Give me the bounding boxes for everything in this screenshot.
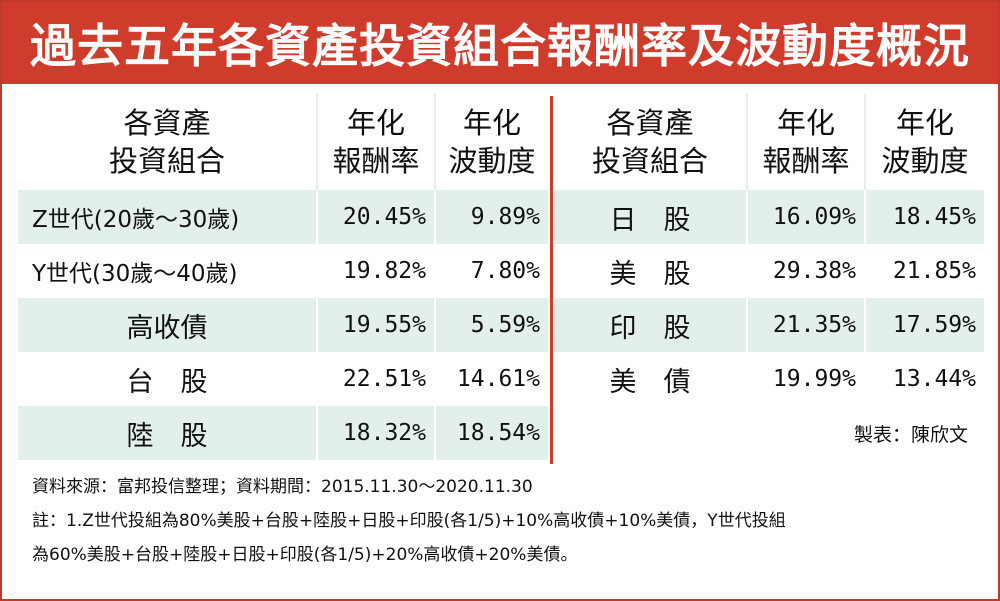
left-table-header: 各資產 投資組合 年化 報酬率 年化 波動度 bbox=[18, 94, 548, 190]
page-title: 過去五年各資產投資組合報酬率及波動度概況 bbox=[2, 2, 998, 84]
return-value: 16.09% bbox=[746, 190, 864, 244]
table-row: 美 債 19.99% 13.44% bbox=[554, 352, 984, 406]
table-row: 日 股 16.09% 18.45% bbox=[554, 190, 984, 244]
table-row: Y世代(30歲～40歲) 19.82% 7.80% bbox=[18, 244, 548, 298]
return-value: 19.82% bbox=[316, 244, 434, 298]
asset-name: 陸 股 bbox=[126, 420, 208, 452]
credit-line: 製表：陳欣文 bbox=[554, 406, 984, 460]
header-return: 年化 報酬率 bbox=[746, 94, 864, 190]
table-row: 陸 股 18.32% 18.54% bbox=[18, 406, 548, 460]
table-divider bbox=[550, 96, 553, 464]
table-row: 印 股 21.35% 17.59% bbox=[554, 298, 984, 352]
volatility-value: 21.85% bbox=[864, 244, 984, 298]
table-row: 高收債 19.55% 5.59% bbox=[18, 298, 548, 352]
header-asset: 各資產 投資組合 bbox=[591, 106, 708, 178]
volatility-value: 5.59% bbox=[434, 298, 548, 352]
volatility-value: 9.89% bbox=[434, 190, 548, 244]
footnote-line: 為60%美股+台股+陸股+日股+印股(各1/5)+20%高收債+20%美債。 bbox=[32, 545, 578, 565]
return-value: 18.32% bbox=[316, 406, 434, 460]
return-value: 21.35% bbox=[746, 298, 864, 352]
header-asset: 各資產 投資組合 bbox=[108, 106, 225, 178]
asset-name: Z世代(20歲～30歲) bbox=[32, 207, 240, 233]
right-table-header: 各資產 投資組合 年化 報酬率 年化 波動度 bbox=[554, 94, 984, 190]
asset-name: 日 股 bbox=[609, 204, 691, 236]
volatility-value: 18.54% bbox=[434, 406, 548, 460]
header-volatility: 年化 波動度 bbox=[864, 94, 984, 190]
asset-name: 美 債 bbox=[609, 366, 691, 398]
table-row: 美 股 29.38% 21.85% bbox=[554, 244, 984, 298]
header-return: 年化 報酬率 bbox=[316, 94, 434, 190]
footnotes: 資料來源：富邦投信整理；資料期間：2015.11.30～2020.11.30 註… bbox=[32, 470, 982, 572]
header-volatility: 年化 波動度 bbox=[434, 94, 548, 190]
volatility-value: 17.59% bbox=[864, 298, 984, 352]
table-row: 台 股 22.51% 14.61% bbox=[18, 352, 548, 406]
asset-name: 美 股 bbox=[609, 258, 691, 290]
volatility-value: 14.61% bbox=[434, 352, 548, 406]
asset-name: Y世代(30歲～40歲) bbox=[32, 261, 238, 287]
return-value: 20.45% bbox=[316, 190, 434, 244]
table-row: Z世代(20歲～30歲) 20.45% 9.89% bbox=[18, 190, 548, 244]
asset-name: 高收債 bbox=[126, 312, 208, 344]
left-table: 各資產 投資組合 年化 報酬率 年化 波動度 Z世代(20歲～30歲) 20.45% … bbox=[18, 94, 548, 460]
volatility-value: 18.45% bbox=[864, 190, 984, 244]
asset-name: 印 股 bbox=[609, 312, 691, 344]
return-value: 22.51% bbox=[316, 352, 434, 406]
asset-name: 台 股 bbox=[126, 366, 208, 398]
footnote-line: 註：1.Z世代投組為80%美股+台股+陸股+日股+印股(各1/5)+10%高收債… bbox=[32, 511, 786, 531]
return-value: 19.99% bbox=[746, 352, 864, 406]
volatility-value: 13.44% bbox=[864, 352, 984, 406]
volatility-value: 7.80% bbox=[434, 244, 548, 298]
return-value: 19.55% bbox=[316, 298, 434, 352]
source-note: 資料來源：富邦投信整理；資料期間：2015.11.30～2020.11.30 bbox=[32, 477, 533, 497]
return-value: 29.38% bbox=[746, 244, 864, 298]
right-table: 各資產 投資組合 年化 報酬率 年化 波動度 日 股 16.09% 18.45% 美 … bbox=[554, 94, 984, 460]
